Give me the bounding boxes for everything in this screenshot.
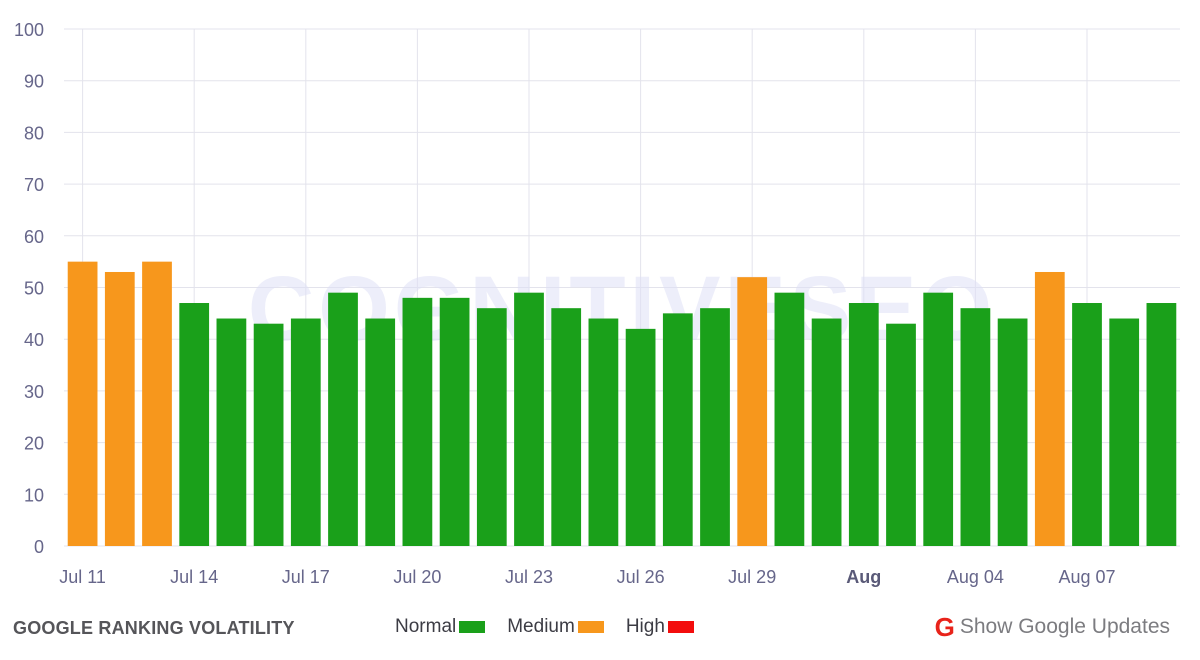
- bar: [1034, 271, 1065, 546]
- legend-item-normal[interactable]: Normal: [395, 616, 486, 638]
- y-tick-label: 30: [24, 382, 44, 402]
- y-tick-label: 10: [24, 485, 44, 505]
- bar: [551, 308, 582, 546]
- x-tick-label: Aug 07: [1058, 567, 1115, 587]
- bar: [476, 308, 507, 546]
- legend-item-high[interactable]: High: [626, 616, 694, 638]
- bar: [1072, 303, 1102, 546]
- x-tick-label: Jul 20: [393, 567, 441, 587]
- y-tick-label: 50: [24, 279, 44, 299]
- bar: [700, 308, 730, 546]
- y-tick-label: 60: [24, 227, 44, 247]
- legend-label: High: [625, 616, 665, 637]
- x-tick-label: Jul 29: [728, 567, 776, 587]
- x-tick-label: Aug: [846, 567, 881, 587]
- bar: [1109, 318, 1140, 546]
- bar: [811, 318, 842, 546]
- bar: [848, 303, 879, 546]
- volatility-chart: 0 10 20 30 40 50 60 70 80 90 100 COGNITIVESEO Jul 11…: [14, 20, 1180, 587]
- legend-swatch-medium: [577, 621, 604, 633]
- legend-label: Medium: [507, 616, 575, 637]
- watermark: COGNITIVESEO: [248, 258, 996, 360]
- bar: [662, 313, 693, 546]
- show-google-updates-button[interactable]: G Show Google Updates: [935, 614, 1170, 640]
- bar: [960, 308, 991, 546]
- y-tick-label: 80: [24, 123, 44, 143]
- y-tick-label: 70: [24, 175, 44, 195]
- chart-footer: GOOGLE RANKING VOLATILITY Normal Medium …: [0, 606, 1200, 650]
- bar: [737, 277, 768, 546]
- bar: [625, 328, 656, 546]
- bar: [923, 292, 954, 546]
- bar: [365, 318, 396, 546]
- legend-swatch-normal: [459, 621, 486, 633]
- x-tick-label: Jul 14: [170, 567, 218, 587]
- bar: [439, 297, 470, 546]
- bar: [1146, 303, 1177, 546]
- google-g-icon: G: [934, 612, 955, 642]
- chart-title: GOOGLE RANKING VOLATILITY: [13, 618, 295, 638]
- bar: [774, 292, 805, 546]
- bar: [588, 318, 619, 546]
- bar: [514, 292, 544, 546]
- bar: [216, 318, 247, 546]
- x-tick-label: Jul 11: [59, 567, 106, 587]
- x-tick-label: Aug 04: [947, 567, 1004, 587]
- bar: [886, 323, 916, 546]
- bar: [179, 303, 210, 546]
- legend: Normal Medium High: [395, 616, 716, 638]
- y-tick-label: 90: [24, 72, 44, 92]
- show-google-updates-label: Show Google Updates: [959, 615, 1170, 638]
- y-tick-label: 40: [24, 330, 44, 350]
- legend-label: Normal: [395, 616, 457, 637]
- x-tick-label: Jul 23: [505, 567, 553, 587]
- bar: [328, 292, 358, 546]
- bar: [290, 318, 321, 546]
- bar: [142, 261, 172, 546]
- y-tick-label: 20: [24, 434, 44, 454]
- x-tick-label: Jul 17: [282, 567, 330, 587]
- bar: [104, 271, 135, 546]
- bar: [402, 297, 433, 546]
- legend-item-medium[interactable]: Medium: [507, 616, 604, 638]
- y-tick-label: 0: [34, 537, 44, 557]
- y-tick-label: 100: [14, 20, 44, 40]
- bar: [253, 323, 284, 546]
- bar: [997, 318, 1028, 546]
- bar: [67, 261, 98, 546]
- x-tick-label: Jul 26: [617, 567, 665, 587]
- legend-swatch-high: [667, 621, 694, 633]
